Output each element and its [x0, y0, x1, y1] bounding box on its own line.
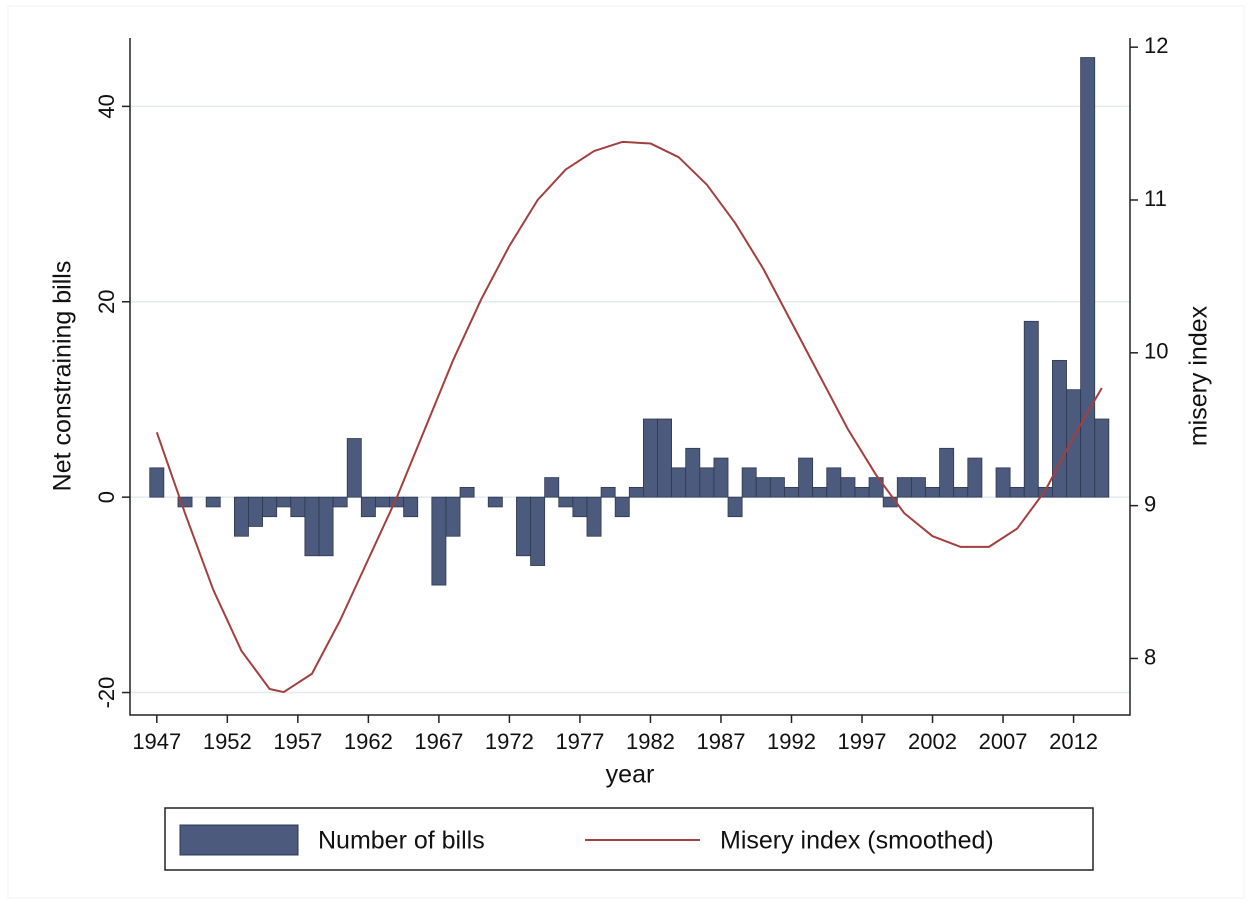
- bar: [1023, 320, 1039, 498]
- y-tick-label: 0: [94, 491, 119, 503]
- bar: [798, 457, 814, 498]
- bar: [586, 496, 602, 537]
- y-tick-label: 20: [94, 290, 119, 314]
- x-tick-label: 1997: [838, 729, 887, 754]
- bar: [544, 477, 560, 498]
- y2-axis-label: misery index: [1185, 305, 1213, 446]
- bar: [896, 477, 912, 498]
- x-tick-label: 1967: [414, 729, 463, 754]
- x-tick-label: 1972: [485, 729, 534, 754]
- bar: [854, 486, 870, 498]
- y2-tick-label: 10: [1144, 339, 1168, 364]
- x-tick-label: 1952: [203, 729, 252, 754]
- y2-tick-label: 12: [1144, 33, 1168, 58]
- bar: [205, 496, 221, 508]
- bar: [558, 496, 574, 508]
- x-tick-label: 1962: [344, 729, 393, 754]
- bar: [346, 438, 362, 498]
- x-tick-label: 2007: [979, 729, 1028, 754]
- bar: [530, 496, 546, 566]
- legend-label: Number of bills: [318, 827, 485, 855]
- bar: [318, 496, 334, 557]
- y-tick-label: -20: [94, 677, 119, 709]
- bar: [262, 496, 278, 518]
- bar: [699, 467, 715, 498]
- bar: [1066, 389, 1082, 498]
- bar: [248, 496, 263, 527]
- bar: [784, 486, 799, 498]
- bar: [953, 486, 969, 498]
- bar: [642, 418, 658, 498]
- bar: [431, 496, 447, 586]
- bar: [713, 457, 729, 498]
- bar: [727, 496, 743, 518]
- bar: [177, 496, 193, 508]
- bar: [657, 418, 673, 498]
- bar: [741, 467, 757, 498]
- bar: [671, 467, 687, 498]
- bar: [925, 486, 940, 498]
- x-tick-label: 1982: [626, 729, 675, 754]
- bar: [572, 496, 588, 518]
- y-tick-label: 40: [94, 94, 119, 118]
- bar: [149, 467, 165, 498]
- x-tick-label: 1947: [132, 729, 181, 754]
- bar: [1094, 418, 1110, 498]
- bar: [459, 486, 475, 498]
- y2-tick-label: 8: [1144, 644, 1156, 669]
- bar: [967, 457, 983, 498]
- legend-label: Misery index (smoothed): [720, 827, 994, 855]
- bar: [403, 496, 419, 518]
- y-axis-label: Net constraining bills: [49, 261, 77, 492]
- bar: [812, 486, 828, 498]
- legend-swatch: [179, 824, 299, 856]
- bar: [516, 496, 531, 557]
- bar: [445, 496, 461, 537]
- y2-tick-label: 11: [1144, 186, 1167, 211]
- x-tick-label: 1957: [273, 729, 322, 754]
- bar: [487, 496, 503, 508]
- bar: [755, 477, 771, 498]
- bar: [1009, 486, 1025, 498]
- x-tick-label: 1977: [555, 729, 604, 754]
- bar: [1052, 359, 1067, 498]
- x-tick-label: 2012: [1049, 729, 1098, 754]
- bar: [375, 496, 390, 508]
- bar: [233, 496, 249, 537]
- bar: [826, 467, 842, 498]
- bar: [332, 496, 348, 508]
- bar: [910, 477, 926, 498]
- bar: [882, 496, 898, 508]
- bar: [614, 496, 630, 518]
- x-tick-label: 2002: [908, 729, 957, 754]
- axes: [129, 38, 1131, 716]
- bar: [840, 477, 856, 498]
- bar: [360, 496, 376, 518]
- y2-tick-label: 9: [1144, 491, 1156, 516]
- line: [155, 140, 1103, 694]
- bar: [1080, 57, 1096, 498]
- x-tick-label: 1987: [696, 729, 745, 754]
- bar: [995, 467, 1011, 498]
- bar: [276, 496, 292, 508]
- bar: [769, 477, 785, 498]
- x-tick-label: 1992: [767, 729, 816, 754]
- bar: [304, 496, 320, 557]
- bar: [290, 496, 306, 518]
- bar: [939, 447, 955, 498]
- bar: [628, 486, 644, 498]
- bar: [868, 477, 884, 498]
- bar: [685, 447, 701, 498]
- x-axis-label: year: [606, 761, 655, 789]
- bar: [600, 486, 616, 498]
